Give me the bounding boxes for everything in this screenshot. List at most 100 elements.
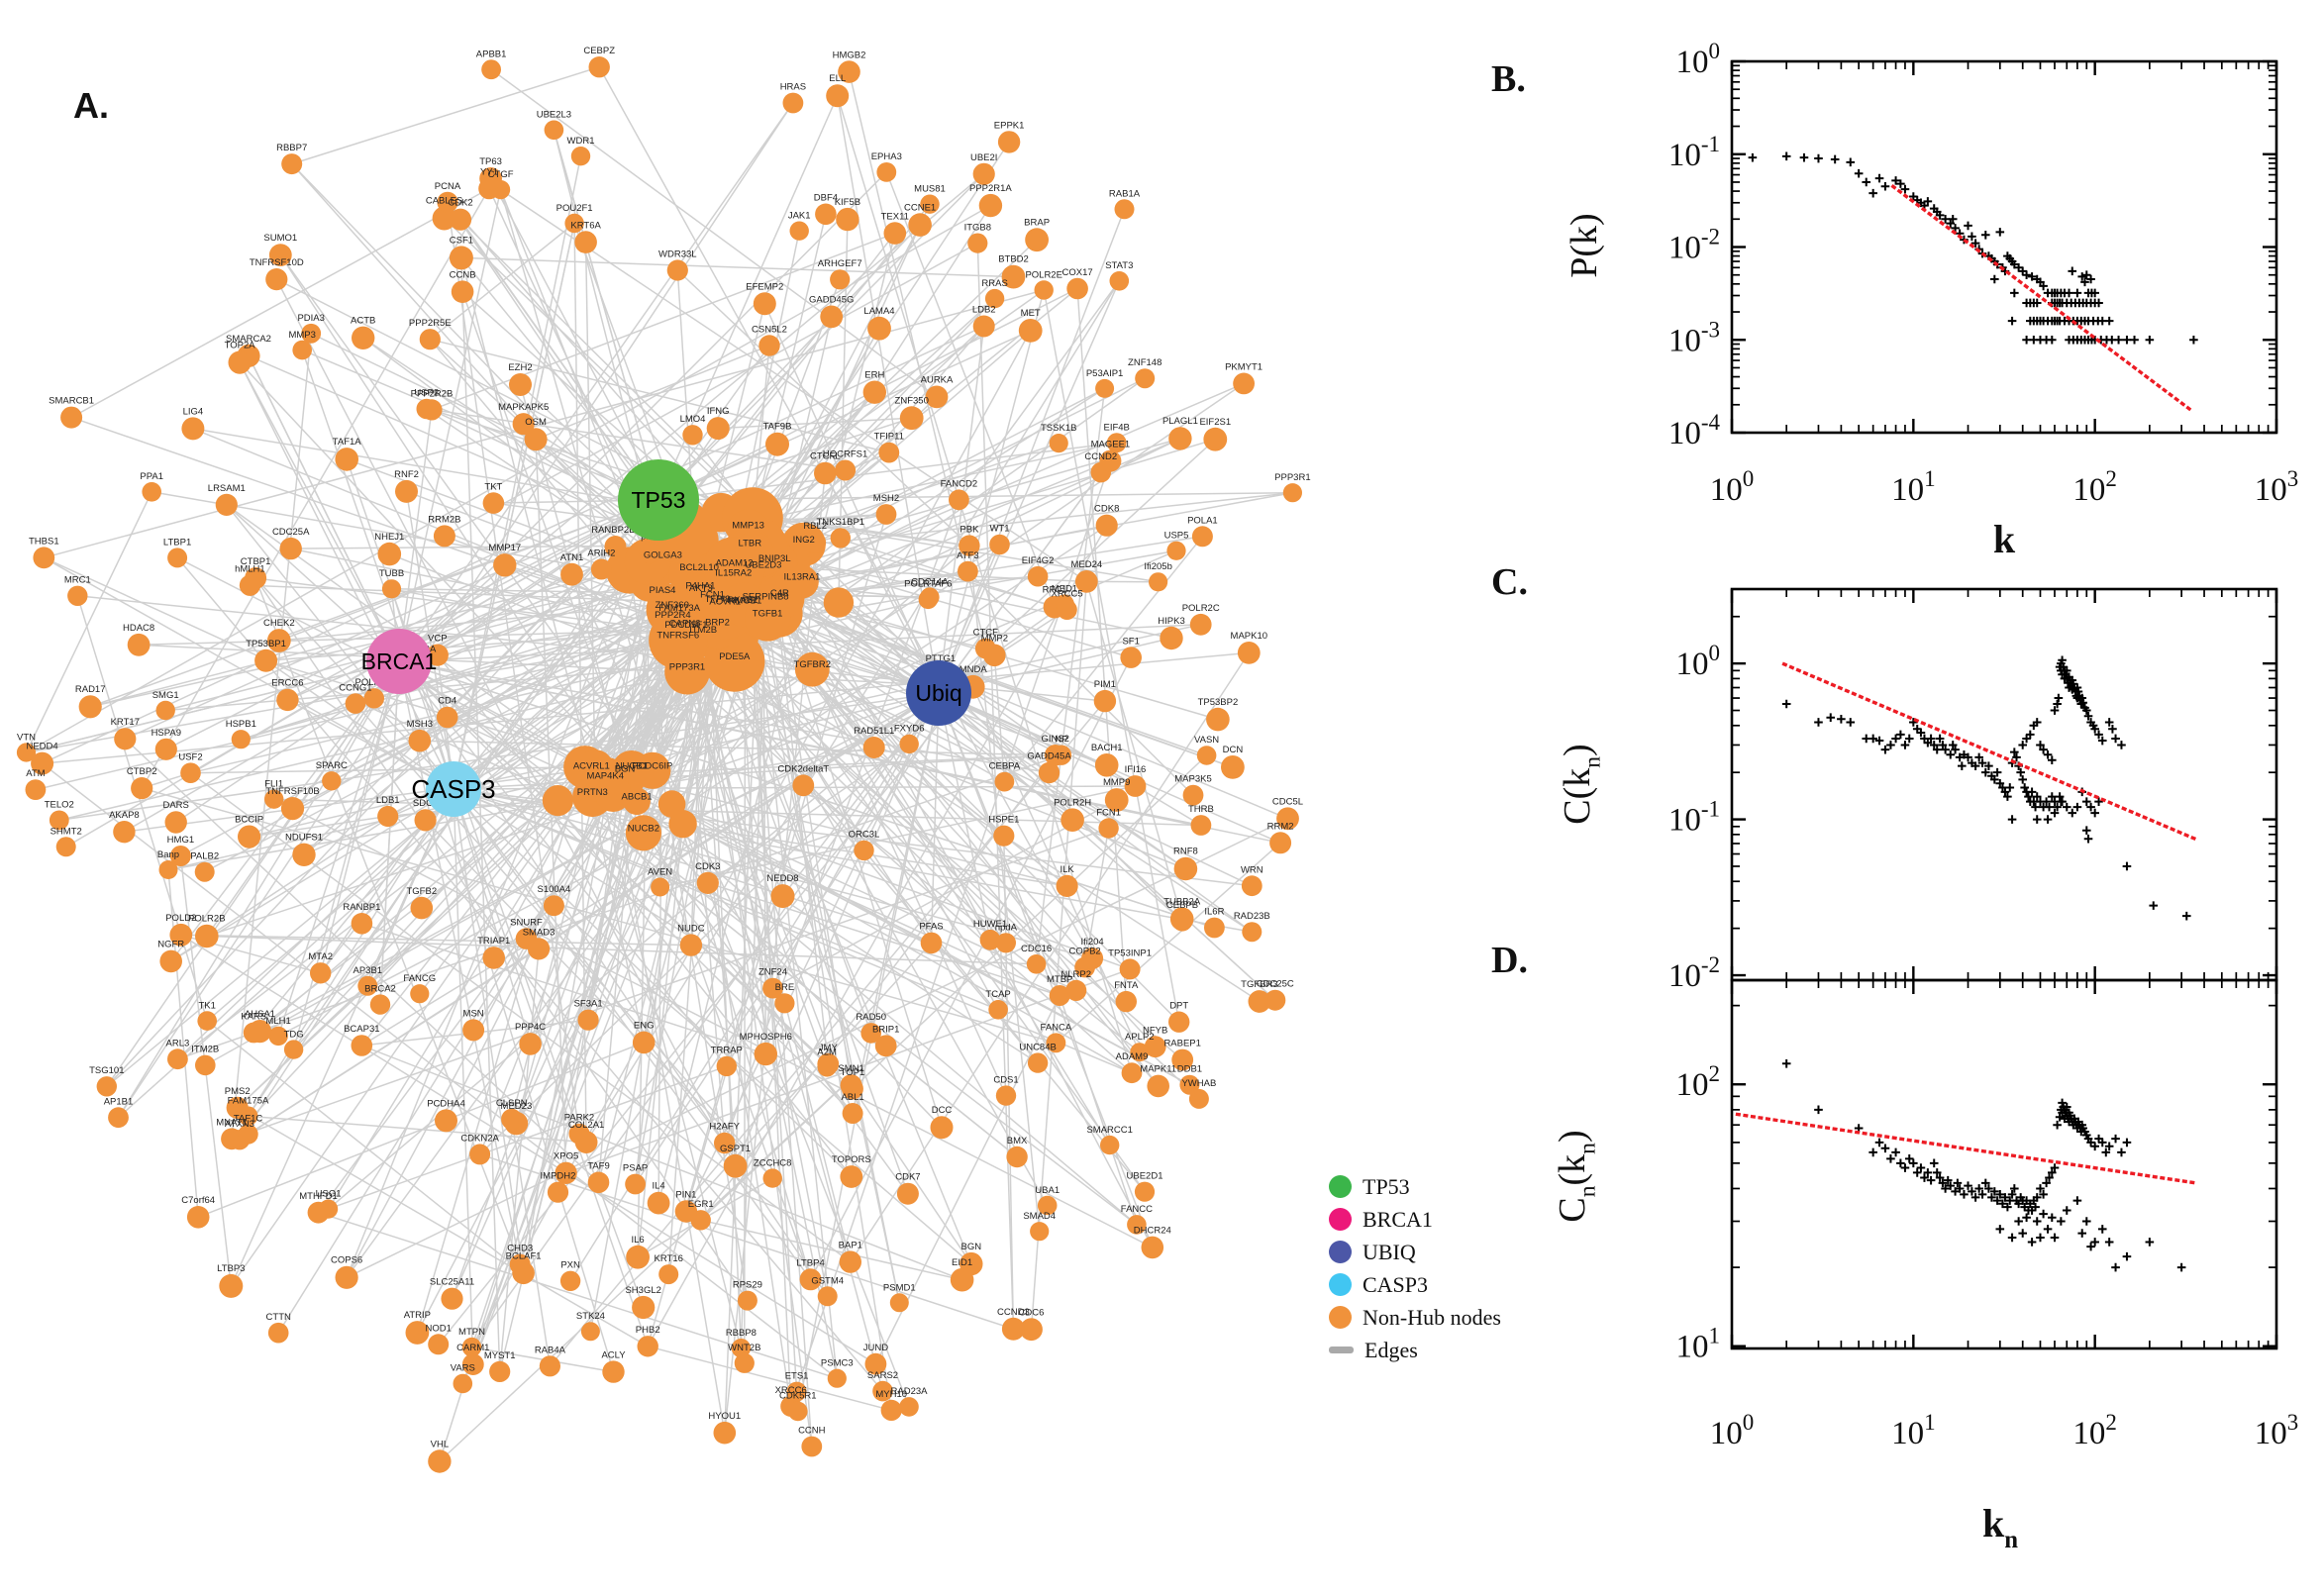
svg-text:ITM2B: ITM2B	[689, 625, 717, 636]
svg-text:BRE: BRE	[775, 982, 795, 993]
svg-text:GINS2: GINS2	[1041, 734, 1069, 745]
svg-text:MED23: MED23	[501, 1101, 533, 1112]
svg-text:PPP2R4: PPP2R4	[655, 610, 690, 621]
svg-text:CDC14A: CDC14A	[911, 576, 949, 587]
svg-text:MTBP: MTBP	[1047, 974, 1072, 985]
svg-text:CDK8: CDK8	[1094, 504, 1119, 515]
svg-text:MSH2: MSH2	[873, 493, 899, 504]
svg-text:PDE5A: PDE5A	[719, 651, 751, 662]
svg-text:TCAP: TCAP	[985, 989, 1010, 1000]
svg-text:ARIH2: ARIH2	[587, 549, 615, 559]
svg-text:PRKAB2: PRKAB2	[721, 595, 758, 606]
svg-text:AHSA1: AHSA1	[245, 1009, 275, 1020]
svg-text:BRCA1: BRCA1	[361, 648, 438, 674]
svg-text:PCDHA4: PCDHA4	[427, 1098, 465, 1109]
svg-text:MSH3: MSH3	[407, 719, 433, 730]
svg-text:CDC6: CDC6	[1019, 1307, 1045, 1318]
svg-text:CDK2: CDK2	[448, 198, 472, 209]
svg-text:ATM: ATM	[26, 768, 45, 779]
svg-text:POLR2G: POLR2G	[355, 677, 394, 688]
svg-text:CD4: CD4	[438, 696, 456, 707]
svg-text:CARM1: CARM1	[456, 1343, 489, 1353]
svg-text:WNT2B: WNT2B	[728, 1343, 760, 1353]
svg-text:KIF5B: KIF5B	[835, 197, 860, 208]
svg-text:CDK3: CDK3	[695, 861, 720, 872]
svg-text:P4HA1: P4HA1	[685, 581, 715, 592]
svg-text:A2M: A2M	[817, 1047, 837, 1057]
svg-text:TELO2: TELO2	[45, 800, 74, 811]
node-swatch-icon	[1329, 1175, 1352, 1198]
svg-text:MNAT1: MNAT1	[216, 1117, 248, 1128]
svg-text:UBE2I: UBE2I	[970, 152, 997, 163]
svg-text:COL2A1: COL2A1	[568, 1120, 604, 1131]
svg-text:NEDD8: NEDD8	[766, 873, 798, 884]
legend-item-ubiq: UBIQ	[1329, 1236, 1557, 1268]
svg-text:ZNF360: ZNF360	[656, 600, 689, 611]
svg-text:TUBB2A: TUBB2A	[1163, 896, 1201, 907]
svg-text:SMARCA2: SMARCA2	[226, 334, 271, 345]
svg-text:XPO5: XPO5	[554, 1151, 578, 1162]
svg-text:COX17: COX17	[1062, 267, 1093, 278]
svg-text:RRAS: RRAS	[981, 278, 1007, 289]
svg-text:10-1: 10-1	[1668, 797, 1720, 839]
svg-text:ORC3L: ORC3L	[849, 830, 880, 841]
svg-text:NOD1: NOD1	[425, 1323, 451, 1334]
svg-text:ERCC6: ERCC6	[271, 678, 303, 689]
svg-text:WDR1: WDR1	[567, 136, 595, 147]
svg-text:TNFRSF10D: TNFRSF10D	[250, 257, 304, 268]
svg-text:TDG: TDG	[284, 1029, 304, 1040]
svg-text:MPHOSPH6: MPHOSPH6	[740, 1032, 792, 1043]
svg-text:TOP2A: TOP2A	[225, 341, 256, 351]
svg-text:MLH1: MLH1	[265, 1016, 290, 1027]
svg-text:PDCD5F1: PDCD5F1	[664, 620, 707, 631]
svg-text:102: 102	[2072, 466, 2117, 508]
svg-text:MET: MET	[1021, 308, 1041, 319]
svg-text:ITGB8: ITGB8	[964, 223, 991, 234]
svg-text:MUS81: MUS81	[914, 184, 946, 195]
svg-text:CDK5R1: CDK5R1	[779, 1391, 817, 1402]
svg-text:CABLES: CABLES	[426, 196, 463, 207]
svg-text:ATXN3: ATXN3	[225, 1119, 254, 1130]
svg-text:10-2: 10-2	[1668, 952, 1720, 994]
svg-text:EPPK1: EPPK1	[994, 120, 1025, 131]
svg-text:LTBP1: LTBP1	[163, 537, 191, 548]
svg-text:BGN: BGN	[961, 1242, 982, 1252]
svg-text:TP53BP2: TP53BP2	[1198, 697, 1239, 708]
svg-text:IFNG: IFNG	[707, 406, 730, 417]
svg-text:100: 100	[1710, 1410, 1755, 1451]
svg-text:CSN5L2: CSN5L2	[752, 324, 787, 335]
legend-label: BRCA1	[1363, 1206, 1433, 1232]
svg-text:PXN: PXN	[560, 1260, 580, 1271]
svg-text:HIPK3: HIPK3	[1158, 616, 1184, 627]
svg-text:S100A4: S100A4	[537, 884, 570, 895]
svg-text:NP: NP	[1055, 735, 1067, 746]
svg-text:MAPK11: MAPK11	[1140, 1064, 1176, 1075]
svg-text:TGFB2: TGFB2	[406, 886, 437, 897]
svg-text:FCN1: FCN1	[700, 589, 725, 600]
svg-text:CEBPA: CEBPA	[989, 761, 1021, 772]
svg-text:CEBPZ: CEBPZ	[583, 46, 615, 56]
legend-label: Edges	[1364, 1337, 1418, 1362]
svg-text:FLI1: FLI1	[264, 779, 283, 790]
svg-text:PPP3R1: PPP3R1	[669, 662, 705, 673]
svg-text:ZNF24: ZNF24	[758, 967, 787, 978]
svg-text:SNURF: SNURF	[510, 917, 543, 928]
fit-line	[1735, 1112, 2196, 1185]
svg-text:hMLH1: hMLH1	[235, 564, 265, 575]
svg-text:Ubiq: Ubiq	[915, 680, 961, 706]
svg-text:RAB1A: RAB1A	[1109, 188, 1141, 199]
legend-item-brca1: BRCA1	[1329, 1203, 1557, 1236]
svg-text:EIF2S1: EIF2S1	[1199, 417, 1231, 428]
svg-text:VASN: VASN	[1194, 735, 1219, 746]
svg-text:TSSK1B: TSSK1B	[1041, 423, 1076, 434]
svg-text:FANCD2: FANCD2	[941, 478, 977, 489]
svg-text:VARS: VARS	[451, 1363, 475, 1374]
svg-text:RBBP7: RBBP7	[276, 143, 307, 153]
svg-text:KRT6A: KRT6A	[570, 220, 601, 231]
svg-text:LRSAM1: LRSAM1	[208, 483, 246, 494]
svg-text:USF2: USF2	[178, 752, 202, 763]
svg-text:ACTB: ACTB	[351, 316, 375, 327]
svg-text:EGR1: EGR1	[688, 1199, 714, 1210]
svg-text:TGFB1: TGFB1	[753, 609, 783, 620]
